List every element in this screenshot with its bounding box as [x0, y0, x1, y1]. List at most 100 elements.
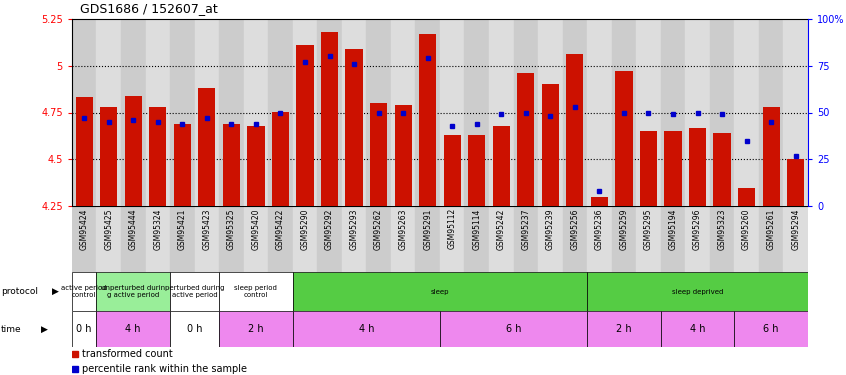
Text: perturbed during
active period: perturbed during active period [165, 285, 224, 298]
Bar [173, 124, 191, 206]
Text: sleep: sleep [431, 289, 449, 295]
Bar [219, 19, 244, 206]
Bar [342, 206, 366, 272]
Bar [247, 126, 265, 206]
Bar [244, 19, 268, 206]
Bar [587, 311, 661, 347]
Bar [492, 126, 510, 206]
Bar [787, 159, 805, 206]
Text: GSM95292: GSM95292 [325, 208, 334, 250]
Bar [464, 206, 489, 272]
Bar [689, 128, 706, 206]
Text: 6 h: 6 h [763, 324, 779, 334]
Bar [440, 19, 464, 206]
Bar [96, 272, 170, 311]
Bar [342, 19, 366, 206]
Bar [661, 19, 685, 206]
Bar [121, 19, 146, 206]
Text: 4 h: 4 h [125, 324, 141, 334]
Bar [72, 311, 96, 347]
Text: 6 h: 6 h [506, 324, 521, 334]
Text: GSM95114: GSM95114 [472, 208, 481, 250]
Bar [170, 272, 219, 311]
Text: GSM95262: GSM95262 [374, 208, 383, 250]
Bar [72, 272, 96, 311]
Bar [219, 311, 293, 347]
Text: active period
control: active period control [62, 285, 107, 298]
Bar [268, 206, 293, 272]
Text: GSM95263: GSM95263 [398, 208, 408, 250]
Bar [195, 19, 219, 206]
Bar [538, 19, 563, 206]
Bar [615, 71, 633, 206]
Bar [640, 131, 657, 206]
Bar [734, 206, 759, 272]
Bar [100, 107, 118, 206]
Bar [489, 206, 514, 272]
Bar [738, 188, 755, 206]
Bar [685, 19, 710, 206]
Bar [636, 206, 661, 272]
Bar [587, 272, 808, 311]
Text: GSM95425: GSM95425 [104, 208, 113, 250]
Text: GSM95423: GSM95423 [202, 208, 212, 250]
Bar [370, 103, 387, 206]
Text: GDS1686 / 152607_at: GDS1686 / 152607_at [80, 2, 218, 15]
Bar [514, 206, 538, 272]
Bar [96, 19, 121, 206]
Text: GSM95237: GSM95237 [521, 208, 530, 250]
Text: GSM95424: GSM95424 [80, 208, 89, 250]
Text: GSM95295: GSM95295 [644, 208, 653, 250]
Bar [272, 112, 289, 206]
Bar [538, 206, 563, 272]
Bar [783, 19, 808, 206]
Bar [566, 54, 584, 206]
Text: GSM95444: GSM95444 [129, 208, 138, 250]
Bar [541, 84, 559, 206]
Bar [75, 98, 93, 206]
Bar [440, 311, 587, 347]
Text: GSM95422: GSM95422 [276, 208, 285, 250]
Bar [345, 49, 363, 206]
Bar [146, 19, 170, 206]
Bar [612, 19, 636, 206]
Bar [296, 45, 314, 206]
Text: GSM95290: GSM95290 [300, 208, 310, 250]
Text: 4 h: 4 h [689, 324, 706, 334]
Bar [489, 19, 514, 206]
Bar [321, 32, 338, 206]
Bar [661, 311, 734, 347]
Bar [96, 206, 121, 272]
Bar [170, 19, 195, 206]
Bar [72, 19, 96, 206]
Text: GSM95324: GSM95324 [153, 208, 162, 250]
Bar [514, 19, 538, 206]
Bar [587, 206, 612, 272]
Bar [149, 107, 167, 206]
Bar [710, 206, 734, 272]
Bar [391, 19, 415, 206]
Text: percentile rank within the sample: percentile rank within the sample [82, 364, 248, 374]
Text: 0 h: 0 h [76, 324, 92, 334]
Text: GSM95239: GSM95239 [546, 208, 555, 250]
Text: GSM95293: GSM95293 [349, 208, 359, 250]
Bar [464, 19, 489, 206]
Bar [146, 206, 170, 272]
Bar [563, 206, 587, 272]
Bar [72, 206, 96, 272]
Bar [121, 206, 146, 272]
Bar [394, 105, 412, 206]
Text: transformed count: transformed count [82, 349, 173, 359]
Text: GSM95259: GSM95259 [619, 208, 629, 250]
Bar [268, 19, 293, 206]
Bar [244, 206, 268, 272]
Text: 0 h: 0 h [187, 324, 202, 334]
Text: time: time [1, 324, 21, 334]
Bar [713, 133, 731, 206]
Bar [391, 206, 415, 272]
Bar [124, 96, 142, 206]
Text: GSM95260: GSM95260 [742, 208, 751, 250]
Bar [222, 124, 240, 206]
Bar [710, 19, 734, 206]
Bar [759, 206, 783, 272]
